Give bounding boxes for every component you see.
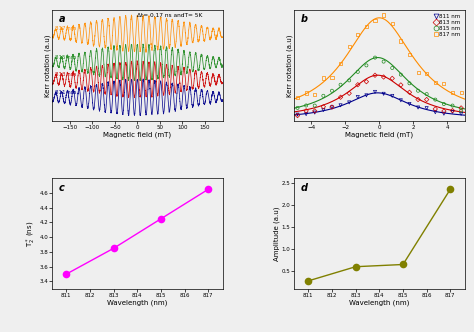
Point [371,55,379,60]
Text: b: b [301,14,308,24]
Point [302,90,310,96]
Point [346,91,353,96]
Point [363,93,370,98]
Point [302,108,310,114]
Point [302,112,310,117]
Point [311,92,319,97]
Point [457,105,465,111]
Legend: 811 nm, 813 nm, 815 nm, 817 nm: 811 nm, 813 nm, 815 nm, 817 nm [434,13,462,38]
Point [380,91,387,97]
Point [346,78,353,83]
Point [319,93,327,99]
Point [423,97,430,102]
Point [423,91,430,97]
Point [457,108,465,113]
Point [371,18,379,23]
X-axis label: Wavelength (nm): Wavelength (nm) [107,299,167,306]
Point [337,95,345,100]
Point [457,90,465,95]
Point [294,113,301,118]
Point [414,97,422,102]
Point [431,106,439,112]
Point [397,72,405,77]
Point [414,69,422,75]
Point [346,44,353,49]
Point [380,74,387,80]
Point [406,90,413,95]
Point [346,100,353,105]
Point [431,80,439,85]
Point [302,103,310,108]
X-axis label: Magnetic field (mT): Magnetic field (mT) [103,131,172,138]
Point [388,76,396,81]
Point [328,105,336,110]
Text: 811 nm: 811 nm [55,90,76,95]
Text: 813 nm: 813 nm [55,72,76,77]
Point [406,81,413,86]
Point [397,82,405,88]
Point [294,95,301,100]
Point [440,109,447,114]
Point [328,75,336,80]
Text: d: d [301,183,308,193]
Point [457,111,465,117]
Point [440,111,447,116]
Point [388,21,396,26]
Point [380,12,387,18]
Point [337,103,345,108]
X-axis label: Wavelength (nm): Wavelength (nm) [349,299,410,306]
Text: 817 nm: 817 nm [55,26,76,31]
Point [311,108,319,114]
Point [449,90,456,95]
Text: c: c [59,183,65,193]
Point [414,88,422,93]
Point [354,69,362,74]
Point [354,94,362,100]
Point [406,52,413,57]
Point [406,101,413,107]
Point [337,61,345,66]
Point [397,98,405,103]
Point [423,106,430,111]
Text: Δt= 0.17 ns andT= 5K: Δt= 0.17 ns andT= 5K [137,13,203,18]
Text: a: a [59,14,65,24]
Point [423,71,430,76]
Point [328,88,336,93]
Point [397,38,405,43]
X-axis label: Magnetic field (mT): Magnetic field (mT) [345,131,413,138]
Y-axis label: Kerr rotation (a.u): Kerr rotation (a.u) [286,34,293,97]
Point [328,105,336,110]
Point [311,103,319,108]
Point [294,112,301,117]
Point [440,81,447,87]
Y-axis label: T$_2^*$ (ns): T$_2^*$ (ns) [25,220,38,247]
Point [449,108,456,113]
Point [363,63,370,68]
Point [380,59,387,64]
Point [354,32,362,38]
Point [319,104,327,109]
Text: 815 nm: 815 nm [55,55,76,60]
Point [311,110,319,115]
Point [294,105,301,111]
Point [431,110,439,115]
Point [354,82,362,87]
Point [449,109,456,115]
Point [363,79,370,84]
Point [371,89,379,95]
Y-axis label: Amplitude (a.u): Amplitude (a.u) [273,206,280,261]
Point [440,101,447,107]
Point [319,75,327,81]
Point [337,82,345,87]
Point [388,65,396,71]
Point [388,93,396,99]
Point [363,24,370,29]
Point [371,73,379,78]
Point [319,107,327,113]
Point [414,105,422,110]
Point [449,103,456,108]
Y-axis label: Kerr rotation (a.u): Kerr rotation (a.u) [44,34,51,97]
Point [431,97,439,102]
